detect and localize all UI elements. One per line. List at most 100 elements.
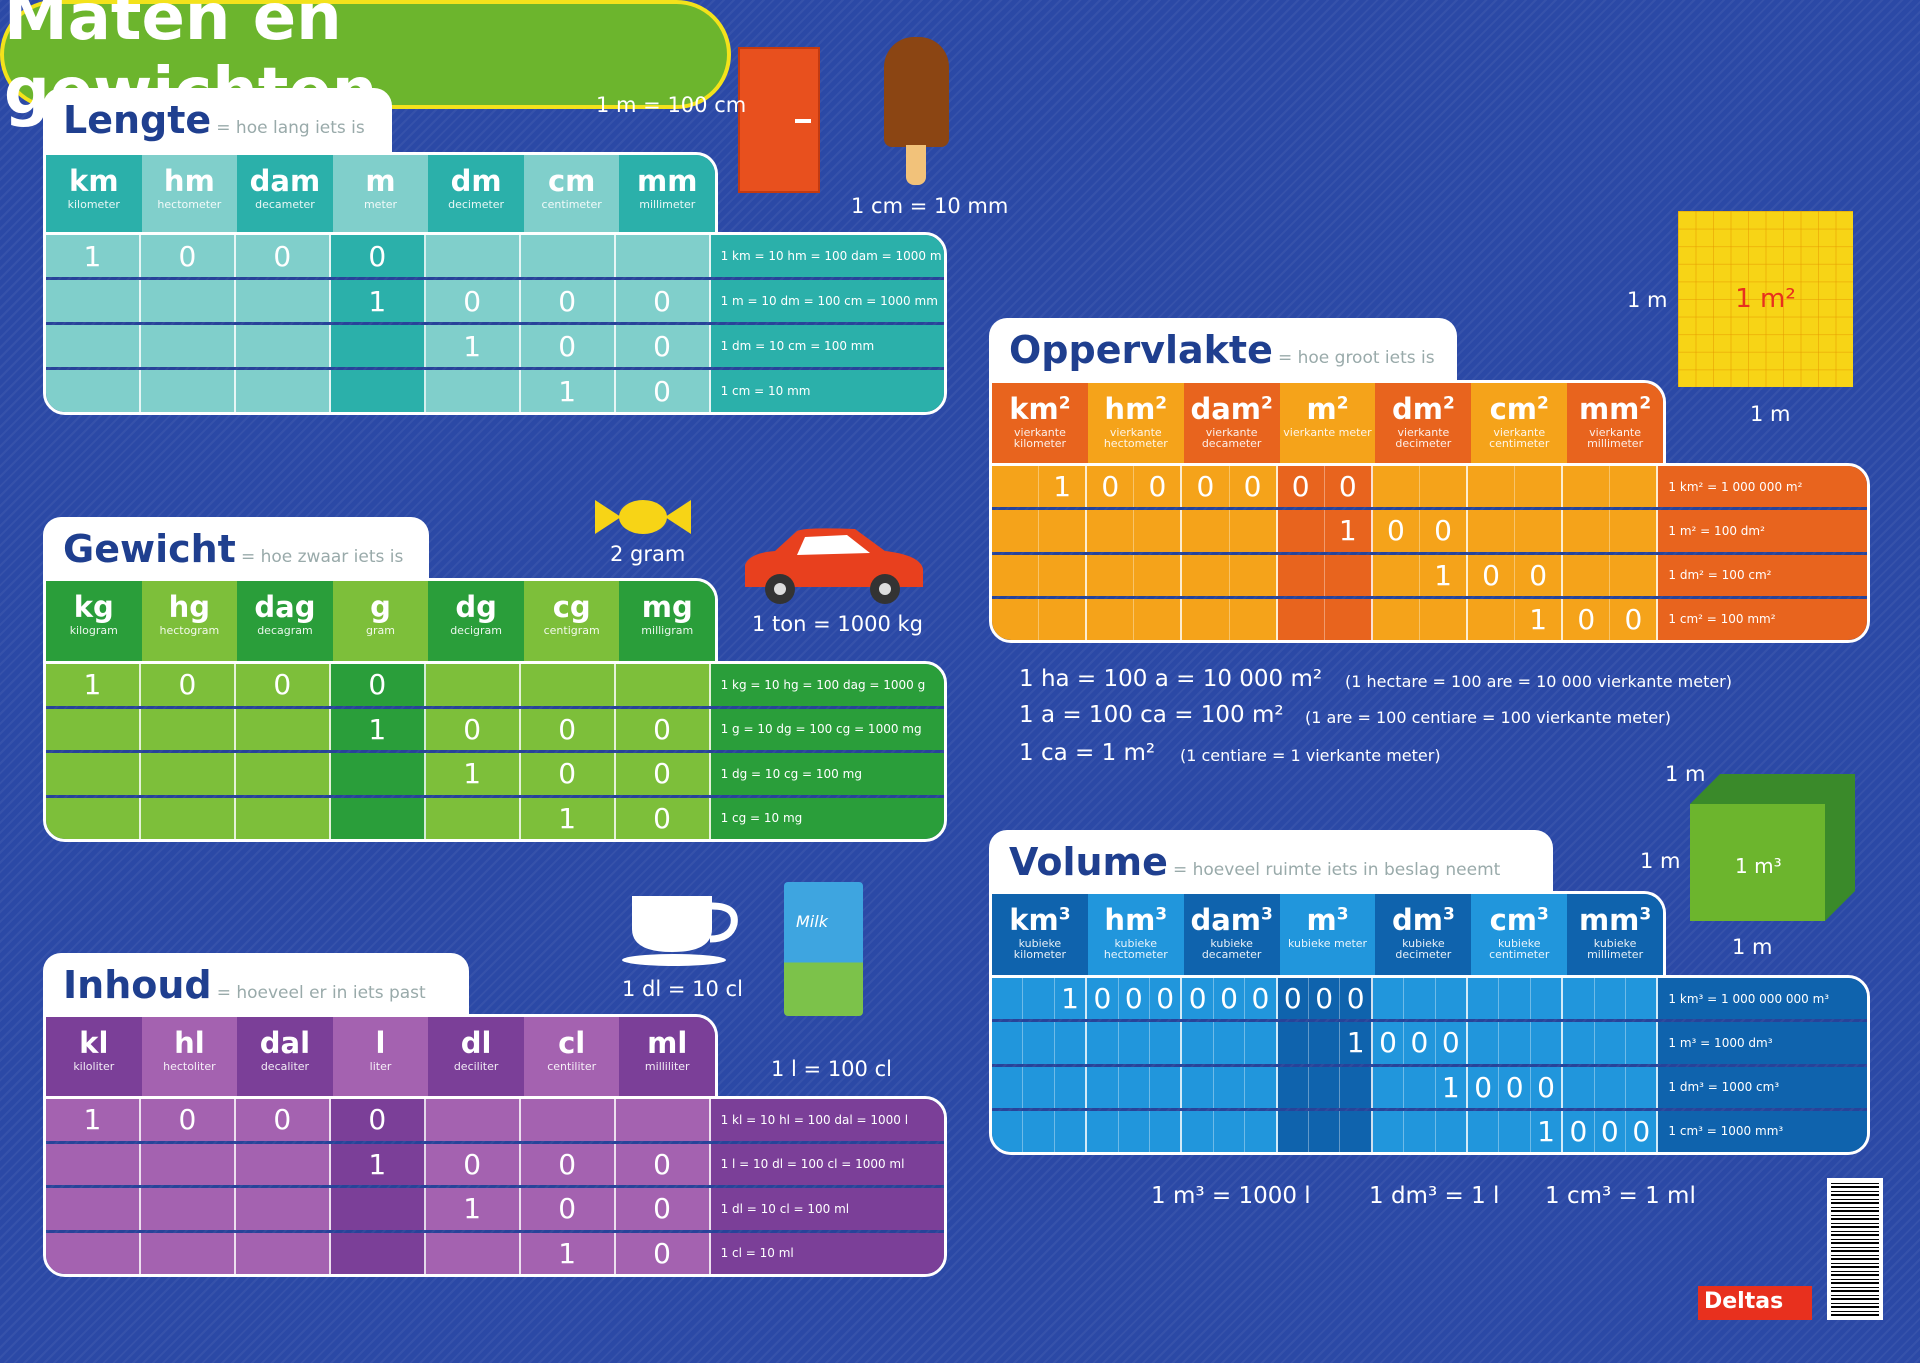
table-row: 1 0 1 cl = 10 ml — [46, 1229, 944, 1274]
unit-name: meter — [363, 198, 398, 211]
digit-cell — [236, 1188, 329, 1230]
digit-cell — [616, 235, 709, 277]
unit-name: decagram — [257, 624, 313, 637]
section-tab: Lengte = hoe lang iets is — [43, 88, 392, 156]
digit-cell — [1373, 978, 1405, 1020]
unit-column — [425, 797, 521, 840]
unit-abbr: mm — [1578, 903, 1640, 937]
section-title: Inhoud — [63, 963, 212, 1007]
unit-column — [46, 1143, 141, 1186]
unit-header-cell: dam decameter — [237, 155, 333, 235]
unit-abbr: dam — [1190, 903, 1261, 937]
cube-top-label: 1 m — [1665, 762, 1706, 786]
unit-power: 3 — [1639, 904, 1652, 925]
digit-cell: 0 — [1468, 1066, 1500, 1108]
digit-cell — [1404, 1066, 1436, 1108]
cube-label: 1 m³ — [1735, 854, 1782, 878]
unit-column: 0 — [615, 280, 711, 322]
volume-fact: 1 cm³ = 1 ml — [1545, 1183, 1696, 1209]
digit-cell — [236, 325, 329, 367]
digit-cell — [1230, 555, 1276, 596]
unit-column: 0 — [520, 753, 616, 795]
unit-power: 3 — [1058, 904, 1071, 925]
unit-header: kl kiloliter hl hectoliter dal decaliter l lite… — [43, 1014, 718, 1099]
unit-column — [1468, 510, 1564, 552]
unit-abbr: km — [1009, 903, 1059, 937]
unit-column: 1 — [1372, 1066, 1469, 1108]
unit-abbr: dl — [460, 1026, 492, 1060]
conversion-equation: 1 dm = 10 cm = 100 mm — [710, 325, 944, 367]
digit-cell — [141, 1188, 234, 1230]
unit-column — [330, 325, 426, 367]
digit-cell — [1182, 1110, 1214, 1152]
digit-cell: 1 — [83, 668, 102, 702]
unit-name: vierkante centimeter — [1489, 426, 1550, 450]
unit-abbr: cm — [547, 164, 596, 198]
unit-header: km2 vierkante kilometer hm2 vierkante hecto… — [989, 380, 1666, 466]
unit-column: 0 — [615, 1143, 711, 1185]
unit-name: kiloliter — [73, 1060, 115, 1073]
digit-cell: 0 — [1632, 1114, 1651, 1148]
unit-column — [615, 664, 711, 706]
digit-cell — [426, 798, 519, 840]
unit-column — [1087, 598, 1183, 640]
digit-cell — [1023, 1110, 1055, 1152]
digit-cell — [521, 235, 614, 277]
digit-cell — [1245, 1022, 1275, 1063]
unit-abbr: km — [69, 164, 119, 198]
digit-cell — [1150, 1022, 1180, 1063]
unit-column — [140, 797, 236, 839]
unit-column — [140, 708, 236, 750]
digit-cell — [46, 325, 139, 367]
unit-column — [1182, 1110, 1278, 1152]
barcode — [1827, 1178, 1883, 1320]
area-fact: 1 a = 100 ca = 100 m² — [1019, 702, 1284, 728]
unit-column — [992, 1066, 1088, 1108]
unit-column — [520, 235, 616, 277]
digit-cell — [521, 664, 614, 706]
table-row: 1 0 0 0 1 km = 10 hm = 100 dam = 1000 m — [46, 235, 944, 277]
unit-header-cell: mm millimeter — [619, 155, 715, 235]
unit-name: liter — [369, 1060, 392, 1073]
digit-cell — [1563, 554, 1611, 596]
digit-cell — [1515, 466, 1561, 507]
unit-column — [1563, 1022, 1659, 1064]
digit-cell: 1 — [463, 329, 482, 363]
digit-cell: 0 — [273, 239, 292, 273]
table-row: 1 0 0 0 1 kg = 10 hg = 100 dag = 1000 g — [46, 664, 944, 706]
unit-name: gram — [366, 624, 395, 637]
digit-cell — [1499, 1110, 1531, 1152]
digit-cell — [46, 1144, 139, 1186]
unit-name: kilogram — [69, 624, 118, 637]
unit-abbr: cm — [1489, 903, 1538, 937]
unit-header-cell: l liter — [332, 1017, 429, 1099]
unit-name: vierkante decameter — [1201, 426, 1262, 450]
digit-cell — [1610, 466, 1656, 507]
unit-power: 2 — [1058, 393, 1071, 414]
digit-cell — [1150, 1111, 1180, 1152]
unit-column — [992, 1110, 1088, 1152]
digit-cell: 0 — [1563, 598, 1611, 640]
section-title: Oppervlakte — [1009, 328, 1273, 372]
conversion-equation: 1 kl = 10 hl = 100 dal = 1000 l — [710, 1099, 944, 1141]
digit-cell — [1039, 555, 1085, 596]
unit-header-cell: kl kiloliter — [46, 1017, 142, 1099]
unit-column — [1182, 510, 1278, 552]
unit-name: vierkante millimeter — [1587, 426, 1644, 450]
area-fact-note: (1 hectare = 100 are = 10 000 vierkante … — [1345, 672, 1732, 691]
digit-cell: 0 — [653, 374, 671, 408]
unit-name: decimeter — [448, 198, 505, 211]
digit-cell — [1182, 1066, 1214, 1108]
digit-cell — [992, 554, 1040, 596]
unit-power: 2 — [1537, 393, 1549, 414]
conversion-equation: 1 cm³ = 1000 mm³ — [1658, 1110, 1867, 1152]
digit-cell — [1278, 554, 1325, 596]
unit-column — [46, 325, 141, 367]
digit-cell: 0 — [273, 1103, 292, 1137]
digit-cell — [46, 370, 139, 412]
